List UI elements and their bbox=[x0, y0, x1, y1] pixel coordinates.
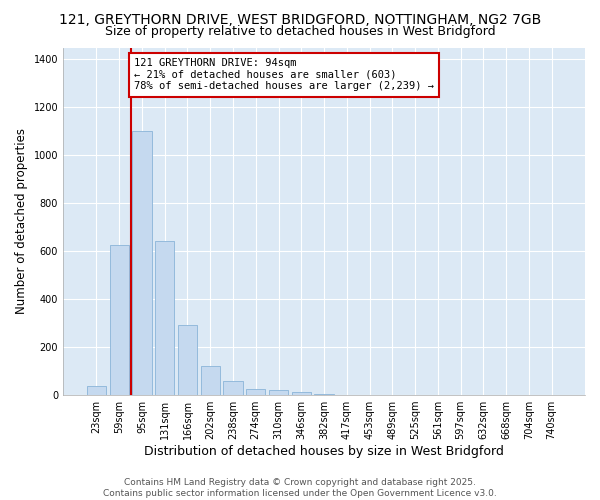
Y-axis label: Number of detached properties: Number of detached properties bbox=[15, 128, 28, 314]
Text: 121, GREYTHORN DRIVE, WEST BRIDGFORD, NOTTINGHAM, NG2 7GB: 121, GREYTHORN DRIVE, WEST BRIDGFORD, NO… bbox=[59, 12, 541, 26]
Bar bbox=[110, 245, 129, 394]
Bar bbox=[155, 242, 175, 394]
Text: Contains HM Land Registry data © Crown copyright and database right 2025.
Contai: Contains HM Land Registry data © Crown c… bbox=[103, 478, 497, 498]
Bar bbox=[200, 366, 220, 394]
Bar bbox=[292, 392, 311, 394]
Text: Size of property relative to detached houses in West Bridgford: Size of property relative to detached ho… bbox=[104, 25, 496, 38]
Bar bbox=[269, 390, 288, 394]
Bar bbox=[178, 325, 197, 394]
Bar bbox=[87, 386, 106, 394]
Bar bbox=[223, 382, 242, 394]
Text: 121 GREYTHORN DRIVE: 94sqm
← 21% of detached houses are smaller (603)
78% of sem: 121 GREYTHORN DRIVE: 94sqm ← 21% of deta… bbox=[134, 58, 434, 92]
X-axis label: Distribution of detached houses by size in West Bridgford: Distribution of detached houses by size … bbox=[144, 444, 504, 458]
Bar bbox=[132, 132, 152, 394]
Bar bbox=[246, 388, 265, 394]
